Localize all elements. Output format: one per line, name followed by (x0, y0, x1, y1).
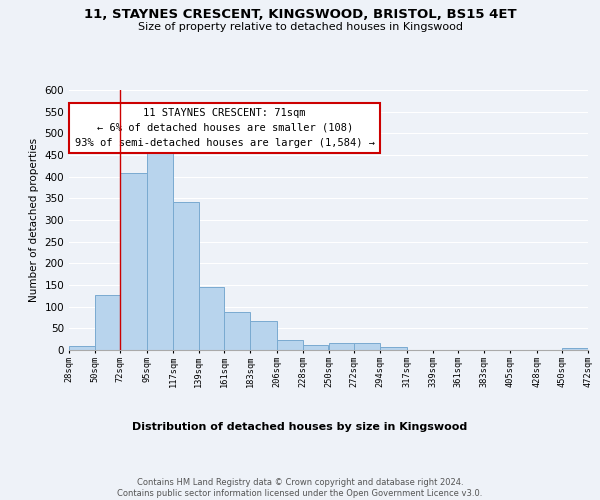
Bar (69, 346, 95, 350)
Text: 11 STAYNES CRESCENT: 71sqm
← 6% of detached houses are smaller (108)
93% of semi: 11 STAYNES CRESCENT: 71sqm ← 6% of detac… (74, 108, 374, 148)
Text: Size of property relative to detached houses in Kingswood: Size of property relative to detached ho… (137, 22, 463, 32)
Bar (277, 340, 303, 350)
Bar (329, 343, 354, 350)
Text: Contains HM Land Registry data © Crown copyright and database right 2024.
Contai: Contains HM Land Registry data © Crown c… (118, 478, 482, 498)
Text: Distribution of detached houses by size in Kingswood: Distribution of detached houses by size … (133, 422, 467, 432)
Bar (95, 294, 121, 350)
Bar (380, 348, 407, 350)
Bar (121, 173, 148, 350)
Bar (173, 202, 199, 350)
Text: 11, STAYNES CRESCENT, KINGSWOOD, BRISTOL, BS15 4ET: 11, STAYNES CRESCENT, KINGSWOOD, BRISTOL… (83, 8, 517, 20)
Bar (199, 286, 224, 350)
Y-axis label: Number of detached properties: Number of detached properties (29, 138, 39, 302)
Bar (148, 144, 173, 350)
Bar (562, 348, 588, 350)
Bar (354, 342, 380, 350)
Bar (224, 312, 250, 350)
Bar (303, 345, 329, 350)
Bar (250, 320, 277, 350)
